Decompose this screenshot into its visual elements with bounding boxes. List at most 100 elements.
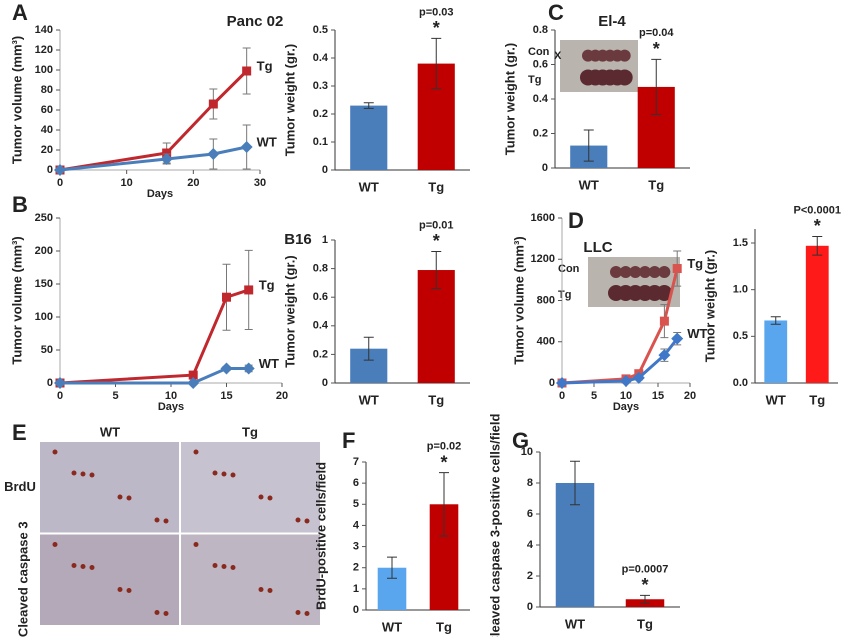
significance-star: * [440, 452, 447, 472]
y-tick-label: 4 [353, 519, 360, 531]
stained-cell [117, 587, 123, 592]
x-tick-label: 15 [220, 390, 232, 402]
y-tick-label: 1200 [531, 253, 555, 265]
chart-title: LLC [583, 239, 612, 256]
point [620, 374, 632, 387]
panel-letter: B [12, 192, 28, 217]
error-bar [640, 594, 650, 604]
micrograph [40, 442, 179, 533]
y-tick-label: 0 [353, 604, 359, 616]
stained-cell [163, 518, 169, 524]
y-tick-label: 0.2 [533, 127, 548, 139]
y-tick-label: 120 [35, 44, 53, 56]
stained-cell [304, 611, 310, 616]
micrograph [181, 442, 320, 533]
point [632, 371, 645, 384]
stained-cell [71, 470, 77, 476]
panel-letter: A [12, 0, 28, 25]
y-tick-label: 250 [35, 212, 53, 224]
point [671, 332, 684, 345]
y-tick-label: 200 [35, 245, 53, 257]
y-axis-label: Tumor weight (gr.) [282, 44, 297, 156]
tumor [658, 266, 671, 278]
y-tick-label: 1.0 [733, 284, 748, 296]
y-tick-label: 40 [41, 124, 53, 136]
y-axis-label: Tumor volume (mm³) [511, 236, 526, 364]
stained-cell [126, 588, 132, 593]
y-axis-label: Cleaved caspase 3-positive cells/field [487, 413, 502, 637]
stained-cell [163, 611, 169, 616]
x-tick-label: WT [766, 392, 786, 407]
x-tick-label: WT [359, 179, 379, 194]
y-axis-label: Tumor volume (mm³) [9, 36, 24, 164]
row-label: BrdU [4, 479, 36, 494]
y-tick-label: 2 [353, 562, 359, 574]
stained-cell [52, 542, 58, 547]
y-tick-label: 0 [549, 377, 555, 389]
series-line [561, 337, 679, 385]
x-axis-label: Days [147, 188, 173, 200]
panel-letter: E [12, 420, 27, 445]
point [54, 164, 66, 176]
inset-label: Tg [558, 289, 571, 301]
x-axis-label: Days [158, 401, 184, 413]
stained-cell [304, 518, 310, 524]
y-tick-label: 0.8 [313, 263, 328, 275]
point [208, 99, 218, 109]
inset-label: Con [558, 263, 580, 275]
significance-star: * [641, 575, 648, 595]
series-line [59, 145, 247, 172]
y-tick-label: 800 [537, 294, 555, 306]
y-tick-label: 1.5 [733, 237, 748, 249]
point [222, 292, 231, 302]
significance-star: * [433, 18, 440, 38]
point [658, 349, 671, 362]
tumor [610, 266, 622, 278]
x-tick-label: 5 [112, 390, 118, 402]
tumor [619, 266, 632, 278]
y-tick-label: 0 [527, 601, 533, 613]
y-axis-label: BrdU-positive cells/field [313, 462, 328, 610]
significance: p=0.0007 [622, 563, 669, 575]
error-bar [431, 37, 442, 90]
stained-cell [80, 564, 86, 569]
x-tick-label: 15 [652, 390, 664, 402]
stained-cell [230, 565, 236, 570]
stained-cell [154, 517, 160, 523]
y-tick-label: 0.6 [313, 291, 328, 303]
point [242, 362, 255, 375]
stained-cell [193, 449, 199, 455]
y-tick-label: 0.4 [313, 320, 329, 332]
tumor [648, 266, 661, 278]
y-tick-label: 60 [41, 104, 53, 116]
point [242, 66, 252, 76]
y-tick-label: 4 [527, 539, 534, 551]
y-tick-label: 0.2 [313, 348, 328, 360]
x-tick-label: Tg [428, 392, 444, 407]
significance: P<0.0001 [794, 204, 841, 216]
series-label: WT [259, 356, 279, 371]
x-tick-label: 20 [684, 390, 696, 402]
column-label: Tg [242, 424, 258, 439]
panel-letter: F [342, 428, 355, 453]
x-tick-label: 0 [57, 390, 63, 402]
point [207, 148, 220, 160]
y-axis-label: Tumor weight (gr.) [502, 43, 517, 155]
significance: p=0.01 [419, 219, 454, 231]
x-tick-label: 0 [57, 177, 63, 189]
x-axis-label: Days [613, 401, 639, 413]
y-tick-label: 1600 [531, 212, 555, 224]
stained-cell [89, 472, 95, 478]
error-bar [431, 250, 442, 290]
y-tick-label: 0 [47, 377, 53, 389]
y-tick-label: 0.6 [533, 58, 548, 70]
stained-cell [221, 564, 227, 569]
y-tick-label: 20 [41, 144, 53, 156]
row-label: Cleaved caspase 3 [15, 521, 30, 637]
error-bar [363, 102, 374, 109]
x-tick-label: 5 [591, 390, 597, 402]
column-label: WT [100, 424, 120, 439]
stained-cell [126, 495, 132, 501]
tumor [616, 69, 633, 86]
